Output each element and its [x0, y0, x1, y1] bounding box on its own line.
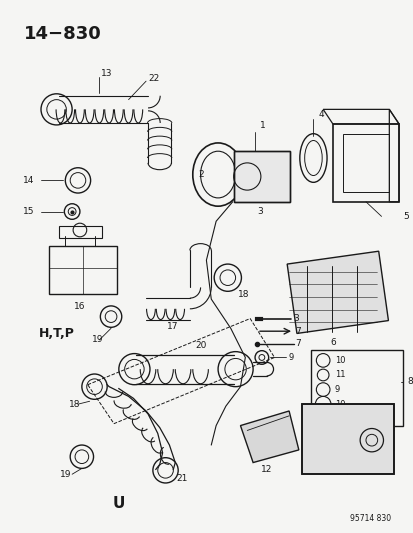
Bar [233, 151, 290, 202]
Text: 3: 3 [256, 207, 262, 216]
Text: 7: 7 [294, 340, 300, 349]
Text: 4: 4 [318, 110, 323, 119]
Text: 10: 10 [334, 400, 344, 409]
Text: 9: 9 [334, 385, 339, 394]
Text: 8: 8 [407, 377, 413, 386]
Text: 3: 3 [292, 314, 298, 323]
Text: 21: 21 [176, 474, 188, 482]
Text: 1: 1 [259, 122, 265, 131]
Text: 19: 19 [59, 470, 71, 479]
Text: 13: 13 [101, 69, 113, 78]
Text: 16: 16 [74, 302, 85, 311]
Text: 2: 2 [198, 170, 204, 179]
Text: 22: 22 [148, 74, 159, 83]
Text: 18: 18 [237, 290, 249, 298]
Text: 5: 5 [402, 212, 408, 221]
Text: U: U [112, 496, 125, 511]
Text: 15: 15 [23, 207, 34, 216]
Text: 14: 14 [23, 176, 34, 185]
Bar [332, 124, 398, 202]
Text: 20: 20 [195, 341, 207, 350]
Bar [49, 246, 116, 294]
Text: 17: 17 [166, 322, 178, 331]
Bar [301, 404, 393, 474]
Bar [310, 350, 402, 425]
Bar [342, 134, 388, 192]
Bar [58, 226, 102, 238]
Text: 10: 10 [334, 356, 344, 365]
Text: 14−830: 14−830 [24, 25, 101, 43]
Text: 11: 11 [334, 370, 344, 379]
Text: H,T,P: H,T,P [39, 327, 75, 340]
Polygon shape [240, 411, 298, 463]
Bar [301, 404, 393, 474]
Text: 7: 7 [294, 327, 300, 336]
Text: 6: 6 [329, 338, 335, 348]
Text: 9: 9 [287, 353, 293, 362]
Text: 95714 830: 95714 830 [349, 513, 390, 522]
Text: 18: 18 [69, 400, 81, 409]
Text: 12: 12 [261, 465, 272, 474]
Bar [233, 151, 290, 202]
Bar [287, 251, 387, 334]
Text: 19: 19 [91, 335, 103, 344]
